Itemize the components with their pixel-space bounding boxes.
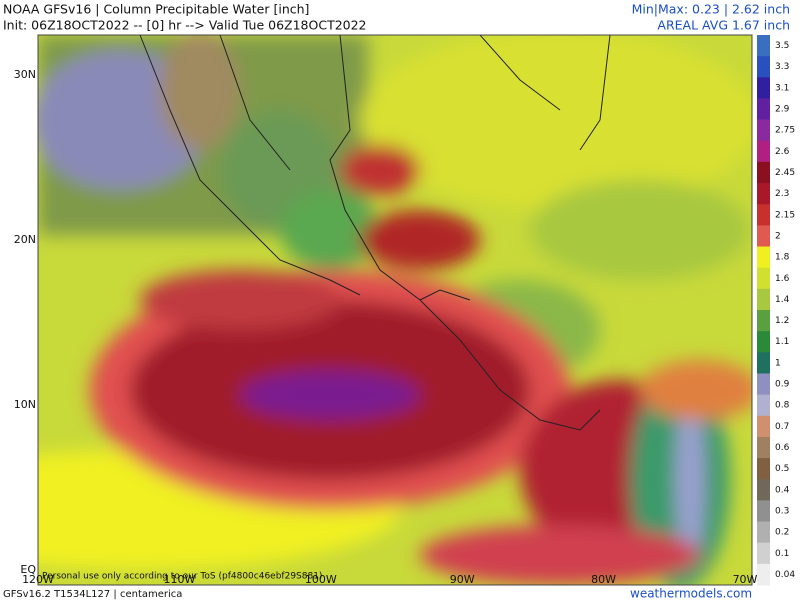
- lon-label: 70W: [733, 573, 758, 586]
- colorbar-label: 0.5: [775, 464, 789, 474]
- colorbar-swatch: [757, 267, 770, 290]
- lat-label: 30N: [14, 68, 36, 81]
- colorbar-swatch: [757, 458, 770, 480]
- colorbar-label: 1.4: [775, 295, 790, 305]
- footer-site: weathermodels.com: [630, 587, 752, 600]
- colorbar-swatch: [757, 225, 770, 248]
- colorbar-label: 1: [775, 358, 781, 368]
- colorbar-label: 1.8: [775, 253, 790, 263]
- lat-label: 10N: [14, 398, 36, 411]
- colorbar-swatch: [757, 77, 770, 99]
- title: NOAA GFSv16 | Column Precipitable Water …: [3, 2, 309, 17]
- colorbar-swatch: [757, 140, 770, 163]
- colorbar: 3.5 3.3 3.1 2.9 2.75 2.6 2.45 2.3 2.15 2 1.8 1.6 1.4…: [757, 35, 795, 586]
- minmax: Min|Max: 0.23 | 2.62 inch: [632, 2, 790, 17]
- areal-avg: AREAL AVG 1.67 inch: [657, 18, 790, 33]
- colorbar-label: 0.04: [775, 570, 795, 580]
- colorbar-swatch: [757, 161, 770, 184]
- colorbar-swatch: [757, 246, 770, 269]
- map-frame: [37, 34, 753, 586]
- colorbar-label: 2.15: [775, 210, 795, 220]
- lon-label: 100W: [305, 573, 337, 586]
- colorbar-label: 3.3: [775, 62, 789, 72]
- lat-label: EQ: [20, 563, 36, 576]
- colorbar-swatch: [757, 35, 770, 57]
- colorbar-label: 2.6: [775, 147, 790, 157]
- colorbar-swatch: [757, 542, 770, 565]
- colorbar-swatch: [757, 436, 770, 459]
- colorbar-label: 1.2: [775, 316, 789, 326]
- map-field: [38, 35, 752, 585]
- colorbar-label: 0.3: [775, 506, 789, 516]
- colorbar-label: 0.2: [775, 528, 789, 538]
- colorbar-swatch: [757, 500, 770, 523]
- colorbar-label: 2.9: [775, 105, 790, 115]
- colorbar-label: 0.1: [775, 549, 789, 559]
- colorbar-swatch: [757, 183, 770, 205]
- init-line: Init: 06Z18OCT2022 -- [0] hr --> Valid T…: [3, 18, 367, 33]
- watermark: Personal use only according to our ToS (…: [42, 572, 322, 582]
- lat-label: 20N: [14, 233, 36, 246]
- colorbar-label: 0.8: [775, 401, 790, 411]
- colorbar-swatch: [757, 415, 770, 438]
- colorbar-label: 3.5: [775, 41, 789, 51]
- colorbar-swatch: [757, 394, 770, 417]
- lon-label: 110W: [163, 573, 195, 586]
- colorbar-label: 1.6: [775, 274, 790, 284]
- colorbar-swatch: [757, 373, 770, 396]
- colorbar-label: 2.45: [775, 168, 795, 178]
- colorbar-label: 0.4: [775, 485, 790, 495]
- colorbar-swatch: [757, 119, 770, 142]
- colorbar-swatch: [757, 204, 770, 226]
- colorbar-label: 3.1: [775, 83, 789, 93]
- lon-label: 90W: [450, 573, 475, 586]
- colorbar-swatch: [757, 563, 770, 586]
- lon-label: 120W: [22, 573, 54, 586]
- colorbar-label: 0.9: [775, 380, 790, 390]
- colorbar-swatch: [757, 521, 770, 544]
- colorbar-label: 1.1: [775, 337, 789, 347]
- colorbar-swatch: [757, 310, 770, 332]
- colorbar-swatch: [757, 352, 770, 374]
- colorbar-swatch: [757, 288, 770, 311]
- colorbar-label: 0.6: [775, 443, 790, 453]
- colorbar-label: 0.7: [775, 422, 789, 432]
- colorbar-swatch: [757, 331, 770, 353]
- colorbar-label: 2.3: [775, 189, 789, 199]
- colorbar-label: 2: [775, 231, 781, 241]
- footer-model: GFSv16.2 T1534L127 | centamerica: [3, 589, 182, 600]
- colorbar-label: 2.75: [775, 126, 795, 136]
- colorbar-swatch: [757, 56, 770, 78]
- colorbar-swatch: [757, 479, 770, 501]
- colorbar-swatch: [757, 98, 770, 121]
- lon-label: 80W: [591, 573, 616, 586]
